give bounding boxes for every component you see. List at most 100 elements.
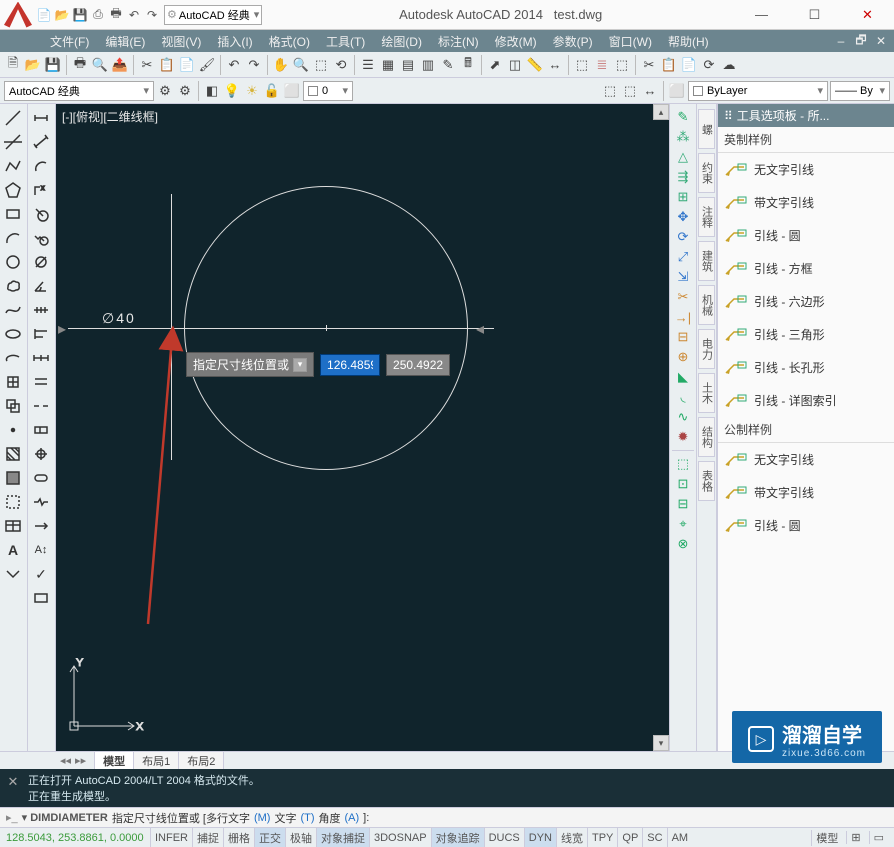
tab-layout2[interactable]: 布局2 — [178, 751, 224, 770]
break-icon[interactable]: ⊟ — [672, 328, 694, 346]
dim-aligned-icon[interactable] — [30, 132, 52, 152]
dim-baseline-icon[interactable] — [30, 324, 52, 344]
construction-line-icon[interactable] — [2, 132, 24, 152]
laylock-icon[interactable]: 🔓 — [263, 82, 281, 100]
status-toggle-栅格[interactable]: 栅格 — [223, 828, 254, 847]
status-toggle-3dosnap[interactable]: 3DOSNAP — [369, 828, 431, 847]
dim-linear-icon[interactable] — [30, 108, 52, 128]
tb-plot-icon[interactable]: 🖶 — [71, 56, 89, 74]
cmd-close-icon[interactable]: ✕ — [4, 773, 22, 791]
polygon-icon[interactable] — [2, 180, 24, 200]
dim-break-icon[interactable] — [30, 396, 52, 416]
close-button[interactable]: ✕ — [845, 2, 890, 27]
bylayer-combo[interactable]: ByLayer ▾ — [688, 81, 828, 101]
laymatch-icon[interactable]: ↔ — [641, 82, 659, 100]
dim-ordinate-icon[interactable]: x — [30, 180, 52, 200]
laystate-icon[interactable]: 💡 — [223, 82, 241, 100]
dim-jogline-icon[interactable] — [30, 492, 52, 512]
revcloud-icon[interactable] — [2, 276, 24, 296]
tb-calc-icon[interactable]: 🖩 — [459, 56, 477, 74]
status-toggle-线宽[interactable]: 线宽 — [556, 828, 587, 847]
color-swatch-icon[interactable]: ⬜ — [668, 82, 686, 100]
tb-save-icon[interactable]: 💾 — [44, 56, 62, 74]
tb-sheet-icon[interactable]: ▥ — [419, 56, 437, 74]
vtab-7[interactable]: 结构 — [698, 417, 715, 457]
menu-edit[interactable]: 编辑(E) — [97, 30, 153, 52]
tb-layers-icon[interactable]: ≣ — [593, 56, 611, 74]
vscroll-down-icon[interactable]: ▾ — [653, 735, 669, 751]
qat-redo-icon[interactable]: ↷ — [144, 7, 160, 23]
spline-icon[interactable] — [2, 300, 24, 320]
menu-file[interactable]: 文件(F) — [42, 30, 97, 52]
palette-item[interactable]: 引线 - 方框 — [718, 252, 894, 285]
insert-block-icon[interactable] — [2, 372, 24, 392]
tb-properties-icon[interactable]: ☰ — [359, 56, 377, 74]
qat-undo-icon[interactable]: ↶ — [126, 7, 142, 23]
tb-markup-icon[interactable]: ✎ — [439, 56, 457, 74]
maximize-button[interactable]: ☐ — [792, 2, 837, 27]
dimedit-icon[interactable] — [30, 516, 52, 536]
doc-close-icon[interactable]: ✕ — [872, 32, 890, 50]
layprop-icon[interactable]: ◧ — [203, 82, 221, 100]
tb-copy2-icon[interactable]: ✂ — [640, 56, 658, 74]
layuniso-icon[interactable]: ⬚ — [621, 82, 639, 100]
dim-arc-icon[interactable] — [30, 156, 52, 176]
copy-icon[interactable]: ⁂ — [672, 128, 694, 146]
menu-insert[interactable]: 插入(I) — [209, 30, 260, 52]
vtab-2[interactable]: 注释 — [698, 197, 715, 237]
ellipse-icon[interactable] — [2, 324, 24, 344]
center-mark-icon[interactable] — [30, 444, 52, 464]
laycolor-icon[interactable]: ⬜ — [283, 82, 301, 100]
status-model-icon[interactable]: 模型 — [811, 830, 842, 846]
rotate-icon[interactable]: ⟳ — [672, 228, 694, 246]
palette-item[interactable]: 引线 - 长孔形 — [718, 351, 894, 384]
dim-quick-icon[interactable] — [30, 300, 52, 320]
workspace-combo[interactable]: AutoCAD 经典 ▾ — [4, 81, 154, 101]
palette-title[interactable]: ⠿ 工具选项板 - 所... — [718, 104, 894, 127]
tab-model[interactable]: 模型 — [94, 751, 134, 770]
addselected-icon[interactable] — [2, 564, 24, 584]
dim-continue-icon[interactable] — [30, 348, 52, 368]
viewport-label[interactable]: [-][俯视][二维线框] — [62, 108, 158, 125]
status-toggle-对象捕捉[interactable]: 对象捕捉 — [316, 828, 369, 847]
vtab-1[interactable]: 约束 — [698, 153, 715, 193]
tolerance-icon[interactable] — [30, 420, 52, 440]
qat-saveas-icon[interactable]: ⎙ — [90, 7, 106, 23]
table-icon[interactable] — [2, 516, 24, 536]
tb-help-icon[interactable]: ⟳ — [700, 56, 718, 74]
blend-icon[interactable]: ∿ — [672, 408, 694, 426]
menu-help[interactable]: 帮助(H) — [660, 30, 717, 52]
rectangle-icon[interactable] — [2, 204, 24, 224]
dim-diameter-icon[interactable] — [30, 252, 52, 272]
tb-block-icon[interactable]: ◫ — [506, 56, 524, 74]
menu-tools[interactable]: 工具(T) — [318, 30, 373, 52]
status-toggle-infer[interactable]: INFER — [150, 828, 192, 847]
drawing-canvas[interactable]: [-][俯视][二维线框] ∅40 ▸ ◂ 指定尺寸线位置或 ▾ 250.492… — [56, 104, 669, 751]
tab-scroll-left-icon[interactable]: ◂◂ — [60, 754, 71, 767]
tb-undo-icon[interactable]: ↶ — [225, 56, 243, 74]
status-toggle-对象追踪[interactable]: 对象追踪 — [431, 828, 484, 847]
ws-gear-icon[interactable]: ⚙ — [156, 82, 174, 100]
tb-select-icon[interactable]: ⬚ — [573, 56, 591, 74]
tb-measure-icon[interactable]: 📏 — [526, 56, 544, 74]
ungroup-icon[interactable]: ⊟ — [672, 495, 694, 513]
status-toggle-dyn[interactable]: DYN — [524, 828, 556, 847]
minimize-button[interactable]: — — [739, 2, 784, 27]
command-line[interactable]: ▸_ ▾ DIMDIAMETER 指定尺寸线位置或 [多行文字(M) 文字(T)… — [0, 807, 894, 827]
tb-paste-icon[interactable]: 📄 — [178, 56, 196, 74]
hatch-icon[interactable] — [2, 444, 24, 464]
status-toggle-tpy[interactable]: TPY — [587, 828, 617, 847]
offset-icon[interactable]: ⇶ — [672, 168, 694, 186]
vtab-0[interactable]: 螺 — [698, 109, 715, 149]
palette-item[interactable]: 引线 - 详图索引 — [718, 384, 894, 417]
mtext-icon[interactable]: A — [2, 540, 24, 560]
tb-pan-icon[interactable]: ✋ — [272, 56, 290, 74]
tb-preview-icon[interactable]: 🔍 — [91, 56, 109, 74]
group-icon[interactable]: ⊡ — [672, 475, 694, 493]
extend-icon[interactable]: →| — [672, 308, 694, 326]
status-toggle-捕捉[interactable]: 捕捉 — [192, 828, 223, 847]
dyn-input-1[interactable] — [320, 354, 380, 376]
tb-zoom-icon[interactable]: 🔍 — [292, 56, 310, 74]
layiso2-icon[interactable]: ⬚ — [601, 82, 619, 100]
grip-icon[interactable]: ⠿ — [724, 109, 733, 123]
